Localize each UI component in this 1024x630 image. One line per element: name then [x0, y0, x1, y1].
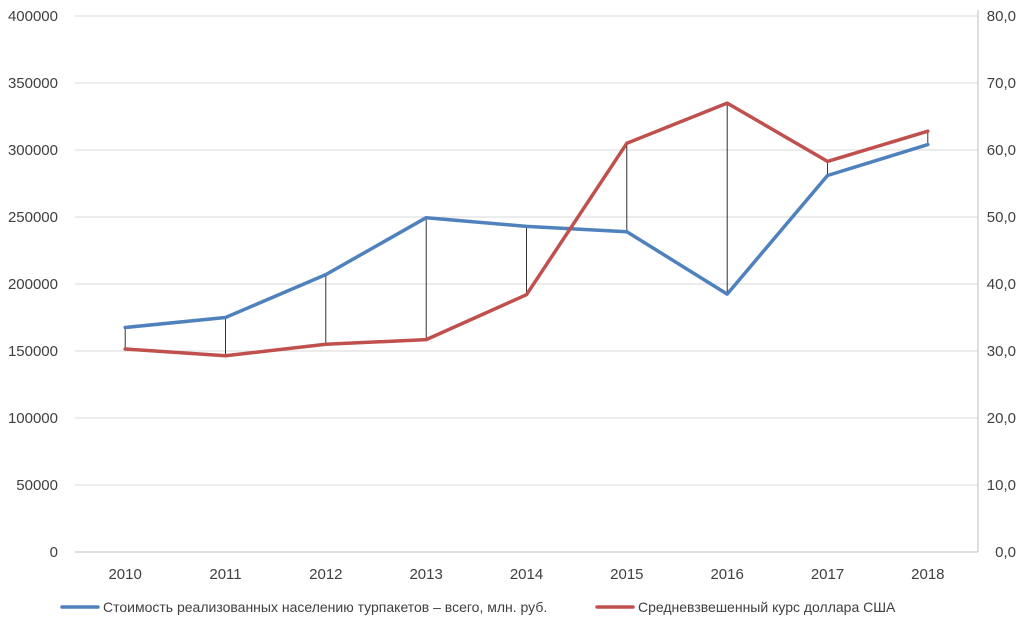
- y-left-tick-label: 400000: [8, 8, 58, 25]
- x-tick-label: 2016: [710, 566, 743, 583]
- data-point-series-1: [725, 292, 729, 296]
- y-right-tick-label: 60,0: [987, 142, 1016, 159]
- y-right-tick-label: 50,0: [987, 209, 1016, 226]
- y-left-tick-label: 350000: [8, 75, 58, 92]
- data-point-series-2: [625, 141, 629, 145]
- x-tick-label: 2011: [209, 566, 241, 583]
- data-point-series-1: [625, 230, 629, 234]
- data-point-series-2: [525, 293, 528, 297]
- high-low-lines: [124, 103, 929, 356]
- data-point-series-2: [725, 101, 729, 105]
- y-left-tick-label: 300000: [8, 142, 58, 159]
- data-point-series-1: [424, 216, 428, 220]
- axes: [75, 10, 979, 553]
- y-right-tick-label: 80,0: [987, 8, 1016, 25]
- data-point-series-1: [224, 316, 227, 319]
- x-tick-label: 2017: [811, 566, 844, 583]
- data-point-series-1: [525, 224, 528, 228]
- y-right-tick-label: 40,0: [987, 276, 1016, 293]
- data-point-series-1: [926, 143, 930, 147]
- y-left-tick-label: 0: [50, 544, 58, 561]
- data-point-series-2: [926, 129, 930, 133]
- x-tick-label: 2018: [911, 566, 944, 583]
- y-right-tick-label: 30,0: [987, 343, 1016, 360]
- legend: Стоимость реализованных населению турпак…: [60, 599, 896, 615]
- data-point-series-2: [826, 159, 829, 163]
- data-point-series-1: [324, 273, 328, 277]
- legend-label-series-2: Средневзвешенный курс доллара США: [638, 599, 896, 615]
- data-point-series-2: [224, 354, 227, 358]
- x-tick-label: 2010: [108, 566, 141, 583]
- x-tick-label: 2012: [309, 566, 342, 583]
- data-point-series-2: [324, 342, 328, 346]
- y-right-tick-label: 10,0: [987, 477, 1016, 494]
- x-tick-label: 2013: [409, 566, 442, 583]
- y-right-tick-label: 70,0: [987, 75, 1016, 92]
- data-point-series-1: [826, 173, 829, 177]
- y-left-tick-label: 50000: [16, 477, 58, 494]
- data-point-series-2: [424, 338, 428, 342]
- series-lines: [123, 101, 930, 358]
- y-right-tick-label: 0,0: [995, 544, 1016, 561]
- data-point-series-2: [123, 347, 127, 351]
- legend-label-series-1: Стоимость реализованных населению турпак…: [103, 599, 547, 615]
- x-tick-label: 2015: [610, 566, 643, 583]
- tick-labels: 0 50000 100000 150000 200000 250000 300000 3500…: [8, 8, 1016, 583]
- data-point-series-1: [123, 326, 127, 330]
- y-left-tick-label: 100000: [8, 410, 58, 427]
- y-left-tick-label: 150000: [8, 343, 58, 360]
- y-left-tick-label: 250000: [8, 209, 58, 226]
- x-tick-label: 2014: [510, 566, 543, 583]
- y-left-tick-label: 200000: [8, 276, 58, 293]
- y-right-tick-label: 20,0: [987, 410, 1016, 427]
